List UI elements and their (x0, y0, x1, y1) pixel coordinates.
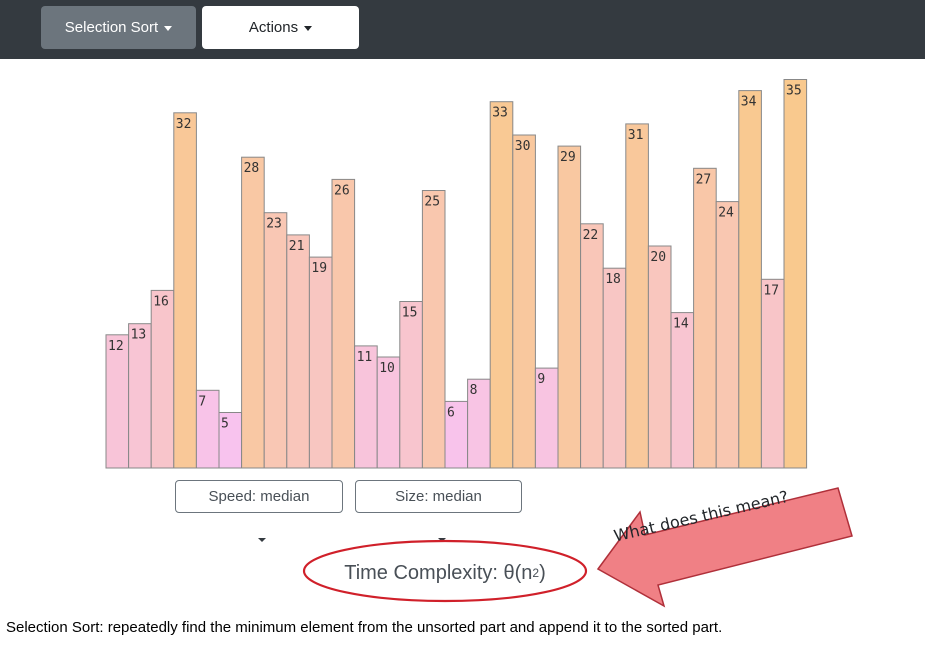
bar-value-label: 31 (628, 128, 644, 143)
speed-label: Speed: median (208, 488, 310, 505)
chart-bar (195, 389, 220, 469)
chart-bar (399, 301, 423, 469)
chart-bar (647, 245, 672, 469)
bar-value-label: 26 (334, 183, 350, 198)
bar-value-label: 20 (650, 250, 666, 265)
bar-value-label: 34 (741, 95, 757, 110)
chart-bar (467, 378, 491, 469)
bar-value-label: 18 (605, 272, 621, 287)
bar-value-label: 9 (537, 372, 545, 387)
chart-bar (150, 289, 175, 469)
time-complexity-text: Time Complexity: θ(n 2) (344, 561, 546, 584)
chart-bar (715, 201, 740, 469)
chart-bar (557, 145, 582, 469)
chart-bar (173, 112, 197, 469)
bar-value-label: 12 (108, 339, 124, 354)
chart-bar (444, 400, 469, 469)
chart-bar (580, 223, 604, 469)
algorithm-description: Selection Sort: repeatedly find the mini… (6, 619, 723, 636)
callout-text: What does this mean? (612, 486, 791, 546)
actions-dropdown-label: Actions (248, 19, 299, 36)
algorithm-dropdown-label: Selection Sort (64, 19, 159, 36)
chart-bar (602, 267, 627, 469)
size-caret-down-icon[interactable] (438, 538, 446, 542)
bar-value-label: 29 (560, 150, 576, 165)
bar-value-label: 25 (424, 195, 440, 210)
bar-value-label: 27 (696, 172, 712, 187)
chart-bar (308, 256, 333, 469)
top-navbar: Selection Sort Actions (0, 0, 925, 59)
chart-bar (760, 278, 785, 469)
chart-bar (670, 312, 695, 469)
size-label: Size: median (395, 488, 482, 505)
chart-bar (241, 156, 265, 469)
bar-value-label: 19 (311, 261, 327, 276)
caret-down-icon (304, 25, 313, 31)
bar-value-label: 11 (357, 350, 373, 365)
caret-down-icon (164, 25, 173, 31)
chart-bar (421, 190, 446, 469)
chart-bar (218, 412, 243, 469)
speed-dropdown-button[interactable]: Speed: median (175, 480, 343, 513)
chart-bar (105, 334, 130, 469)
complexity-prefix: Time Complexity: θ(n (344, 561, 533, 584)
bar-value-label: 7 (198, 394, 206, 409)
bar-value-label: 23 (266, 217, 282, 232)
bar-value-label: 15 (402, 306, 418, 321)
bar-value-label: 10 (379, 361, 395, 376)
chart-bar (286, 234, 310, 469)
chart-bar (128, 323, 152, 469)
chart-bar (376, 356, 401, 469)
speed-caret-down-icon[interactable] (258, 538, 266, 542)
chart-bar (489, 101, 514, 469)
bar-value-label: 14 (673, 317, 689, 332)
chart-bar (693, 167, 717, 469)
chart-bar (354, 345, 378, 469)
bar-value-label: 6 (447, 405, 455, 420)
bar-value-label: 8 (470, 383, 478, 398)
bar-value-label: 35 (786, 84, 802, 99)
bar-value-label: 16 (153, 294, 169, 309)
bar-value-label: 5 (221, 417, 229, 432)
chart-bar (783, 79, 808, 469)
chart-bar (263, 212, 288, 469)
complexity-suffix: ) (539, 561, 546, 584)
actions-dropdown-button[interactable]: Actions (202, 6, 359, 49)
chart-bar (534, 367, 559, 469)
chart-bar (512, 134, 536, 469)
size-dropdown-button[interactable]: Size: median (355, 480, 522, 513)
bar-value-label: 30 (515, 139, 531, 154)
bar-value-label: 32 (176, 117, 192, 132)
bar-value-label: 17 (763, 283, 779, 298)
chart-bar (738, 90, 762, 469)
sorting-bar-chart: 12 13 16 32 75 28 23 21 19 26 11 10 15 25 68 33 30 9 29 22 1… (105, 79, 808, 469)
bar-value-label: 21 (289, 239, 305, 254)
bar-value-label: 13 (131, 328, 147, 343)
bar-value-label: 22 (583, 228, 599, 243)
bar-value-label: 28 (244, 161, 260, 176)
chart-bar (331, 178, 356, 469)
chart-bar (625, 123, 649, 469)
bar-value-label: 33 (492, 106, 508, 121)
bar-value-label: 24 (718, 206, 734, 221)
algorithm-dropdown-button[interactable]: Selection Sort (41, 6, 196, 49)
